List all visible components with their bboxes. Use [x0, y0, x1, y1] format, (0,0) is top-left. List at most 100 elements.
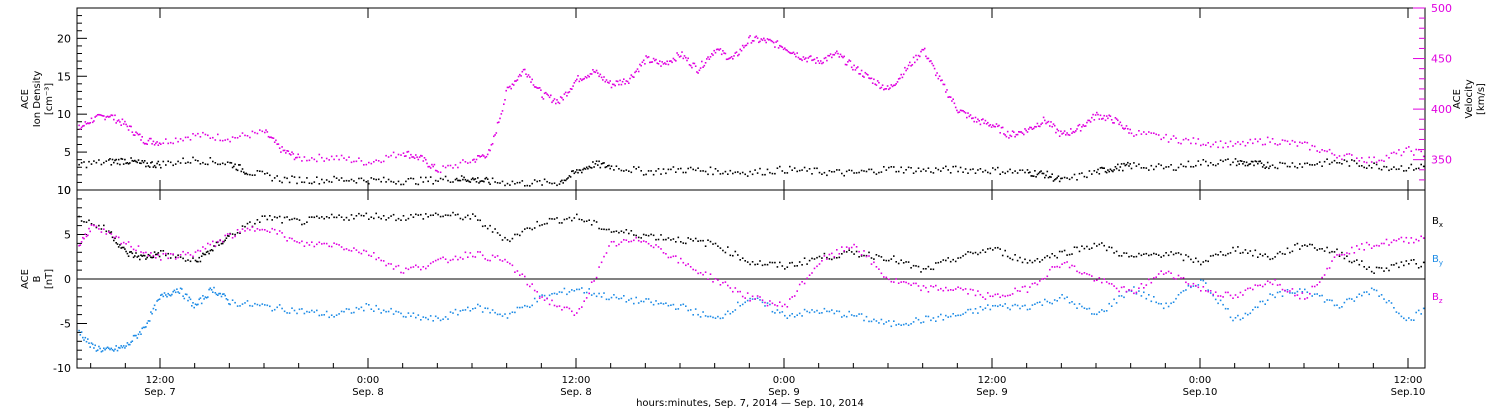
- velocity-point: [1219, 140, 1222, 142]
- bx-point: [459, 217, 462, 220]
- ion-density-point: [1030, 175, 1032, 177]
- ion-density-point: [811, 173, 813, 175]
- ion-density-point: [306, 177, 308, 179]
- velocity-point: [660, 65, 662, 67]
- ion-density-point: [212, 160, 214, 163]
- bx-point: [1375, 266, 1378, 269]
- ion-density-point: [1311, 164, 1313, 166]
- ion-density-point: [1105, 171, 1108, 174]
- by-point: [1234, 317, 1237, 319]
- bx-point: [573, 217, 576, 219]
- bx-point: [1269, 258, 1271, 261]
- bz-point: [348, 249, 350, 252]
- bx-point: [519, 234, 521, 237]
- bz-point: [1284, 289, 1286, 292]
- bx-point: [888, 259, 890, 262]
- by-point: [667, 304, 670, 307]
- bottom-left-tick-label: -5: [60, 318, 71, 331]
- ion-density-point: [1383, 165, 1385, 168]
- velocity-point: [509, 85, 511, 88]
- bx-point: [1155, 253, 1157, 255]
- bx-point: [156, 253, 158, 256]
- velocity-axis-label-line-3: [km/s]: [1476, 83, 1487, 115]
- by-point: [932, 317, 935, 319]
- bz-point: [702, 273, 704, 276]
- ion-density-point: [207, 163, 209, 166]
- by-point: [1361, 294, 1363, 297]
- velocity-point: [823, 57, 826, 60]
- velocity-point: [812, 59, 815, 61]
- ion-density-point: [1029, 171, 1031, 173]
- velocity-point: [338, 158, 340, 161]
- ion-density-point: [382, 176, 385, 179]
- ion-density-axis-label-line-2: Ion Density: [32, 71, 43, 128]
- velocity-point: [1055, 131, 1057, 134]
- bx-point: [1034, 259, 1036, 262]
- bz-point: [917, 285, 920, 287]
- by-point: [168, 294, 171, 296]
- velocity-point: [890, 84, 893, 86]
- bz-point: [610, 241, 613, 243]
- ion-density-point: [129, 162, 131, 164]
- velocity-point: [1076, 128, 1078, 130]
- by-point: [195, 304, 198, 306]
- bz-point: [813, 267, 816, 270]
- velocity-point: [696, 71, 698, 73]
- velocity-point: [407, 150, 410, 153]
- bz-point: [152, 254, 155, 257]
- by-point: [1170, 302, 1172, 305]
- velocity-point: [169, 141, 172, 144]
- bz-point: [650, 245, 652, 247]
- velocity-point: [1123, 128, 1125, 130]
- velocity-point: [1321, 149, 1323, 151]
- ion-density-point: [620, 169, 623, 172]
- ion-density-point: [1096, 171, 1098, 174]
- bz-point: [578, 308, 581, 310]
- bx-point: [273, 216, 276, 218]
- velocity-point: [264, 131, 266, 134]
- ion-density-point: [1128, 165, 1130, 167]
- velocity-point: [373, 161, 375, 163]
- ion-density-point: [266, 172, 269, 174]
- bz-point: [687, 263, 689, 265]
- velocity-point: [767, 39, 770, 41]
- velocity-point: [484, 156, 486, 159]
- velocity-point: [179, 138, 182, 140]
- ion-density-point: [1361, 165, 1363, 167]
- velocity-point: [1125, 125, 1128, 127]
- velocity-point: [1343, 154, 1346, 157]
- velocity-point: [739, 48, 741, 51]
- bx-point: [1083, 247, 1086, 250]
- velocity-point: [100, 114, 103, 117]
- velocity-point: [353, 160, 355, 163]
- velocity-point: [1234, 142, 1237, 145]
- velocity-point: [655, 58, 657, 61]
- velocity-point: [1032, 127, 1035, 130]
- bx-point: [1244, 249, 1247, 251]
- by-point: [80, 331, 83, 333]
- velocity-point: [574, 80, 577, 82]
- bz-point: [467, 256, 469, 258]
- velocity-point: [172, 142, 174, 145]
- bx-point: [746, 261, 749, 263]
- bz-point: [1073, 265, 1076, 267]
- velocity-point: [116, 120, 119, 122]
- ion-density-point: [578, 169, 581, 171]
- ion-density-point: [1177, 166, 1180, 169]
- by-point: [301, 308, 303, 310]
- ion-density-point: [1385, 166, 1388, 168]
- ion-density-point: [850, 169, 853, 172]
- velocity-point: [192, 133, 194, 135]
- ion-density-point: [230, 162, 233, 164]
- bx-point: [717, 245, 719, 247]
- by-point: [982, 308, 984, 311]
- ion-density-point: [588, 165, 590, 168]
- velocity-point: [956, 109, 958, 112]
- ion-density-point: [816, 167, 818, 170]
- bz-point: [786, 306, 789, 308]
- velocity-point: [555, 102, 557, 105]
- bx-point: [694, 237, 697, 240]
- by-point: [209, 287, 212, 289]
- velocity-point: [567, 91, 569, 94]
- velocity-point: [1232, 145, 1234, 147]
